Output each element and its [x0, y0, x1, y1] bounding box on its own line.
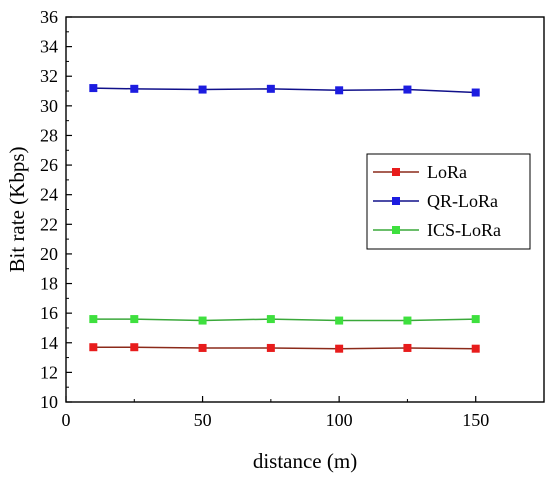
series-qr-lora — [89, 84, 480, 97]
y-tick-label: 30 — [40, 96, 58, 116]
y-tick-label: 34 — [40, 37, 58, 57]
series-ics-lora — [89, 315, 480, 325]
data-point-qr-lora — [198, 85, 207, 94]
x-tick-label: 0 — [62, 410, 71, 430]
data-point-qr-lora — [403, 85, 412, 94]
y-tick-label: 16 — [40, 303, 58, 323]
x-tick-label: 150 — [462, 410, 489, 430]
legend-label: ICS-LoRa — [427, 220, 501, 240]
y-axis-title: Bit rate (Kbps) — [5, 147, 29, 273]
data-point-lora — [335, 344, 344, 353]
series-line-lora — [93, 346, 476, 350]
data-point-ics-lora — [335, 316, 344, 325]
data-point-lora — [471, 344, 480, 353]
legend-item-lora: LoRa — [373, 162, 467, 182]
y-tick-label: 22 — [40, 214, 58, 234]
data-point-lora — [89, 343, 98, 352]
data-point-lora — [130, 343, 139, 352]
legend-label: LoRa — [427, 162, 467, 182]
y-tick-label: 28 — [40, 125, 58, 145]
data-point-lora — [403, 343, 412, 352]
y-tick-label: 20 — [40, 244, 58, 264]
y-tick-label: 26 — [40, 155, 58, 175]
y-tick-label: 36 — [40, 7, 58, 27]
x-axis-title: distance (m) — [253, 449, 357, 473]
data-point-lora — [198, 343, 207, 352]
data-point-qr-lora — [89, 84, 98, 93]
y-tick-label: 24 — [40, 185, 58, 205]
data-point-ics-lora — [198, 316, 207, 325]
y-tick-label: 12 — [40, 362, 58, 382]
data-point-ics-lora — [130, 315, 139, 324]
data-point-qr-lora — [266, 84, 275, 93]
legend-swatch-marker — [392, 168, 400, 176]
x-axis-ticks: 0 50 100 150 — [62, 396, 489, 430]
data-point-ics-lora — [471, 315, 480, 324]
data-point-ics-lora — [403, 316, 412, 325]
legend-swatch-marker — [392, 197, 400, 205]
series-line-ics-lora — [93, 318, 476, 322]
y-tick-label: 18 — [40, 274, 58, 294]
data-point-ics-lora — [89, 315, 98, 324]
y-tick-label: 10 — [40, 392, 58, 412]
x-tick-label: 100 — [326, 410, 353, 430]
data-point-ics-lora — [266, 315, 275, 324]
legend-label: QR-LoRa — [427, 191, 498, 211]
y-tick-label: 14 — [40, 333, 58, 353]
legend-item-qr-lora: QR-LoRa — [373, 191, 498, 211]
data-point-qr-lora — [335, 86, 344, 95]
legend-item-ics-lora: ICS-LoRa — [373, 220, 501, 240]
series-line-qr-lora — [93, 87, 476, 94]
legend: LoRa QR-LoRa ICS-LoRa — [366, 153, 531, 250]
series-layer — [89, 84, 480, 353]
data-point-qr-lora — [471, 88, 480, 97]
data-point-qr-lora — [130, 84, 139, 93]
y-tick-label: 32 — [40, 66, 58, 86]
legend-swatch-marker — [392, 226, 400, 234]
x-tick-label: 50 — [194, 410, 212, 430]
series-lora — [89, 343, 480, 353]
data-point-lora — [266, 343, 275, 352]
y-axis-ticks: 10 12 14 16 18 20 22 24 26 28 30 32 34 36 — [40, 7, 72, 412]
